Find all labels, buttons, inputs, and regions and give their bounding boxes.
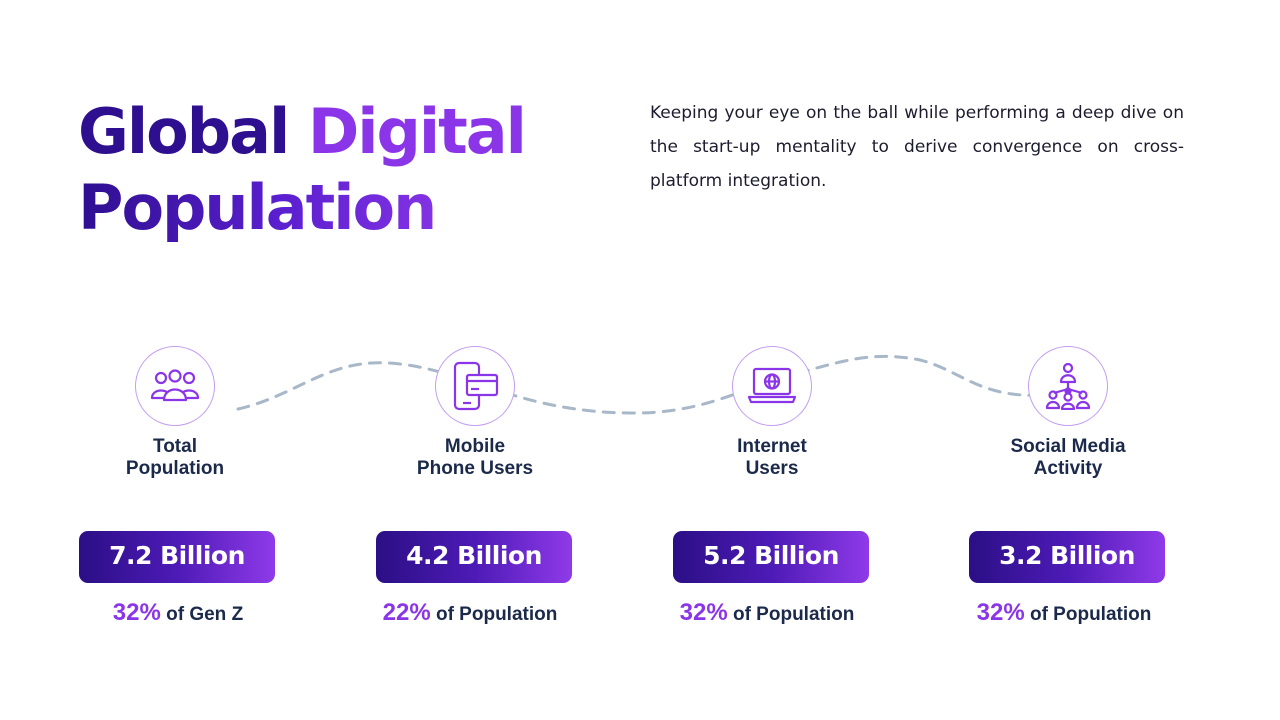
icon-circle [135, 346, 215, 426]
stat-value-badge: 3.2 Billion [969, 531, 1165, 583]
stat-footnote: 32% of Population [637, 598, 897, 630]
stat-suffix: of Population [435, 604, 558, 625]
stat-total-population: Total Population [55, 346, 295, 480]
stat-suffix: of Gen Z [166, 604, 244, 625]
stat-value-badge: 7.2 Billion [79, 531, 275, 583]
stat-footnote: 32% of Gen Z [48, 598, 308, 630]
title-line-1: Global Digital [78, 94, 527, 170]
stat-suffix: of Population [732, 604, 855, 625]
stat-value-badge: 5.2 Billion [673, 531, 869, 583]
stat-value-badge: 4.2 Billion [376, 531, 572, 583]
stat-suffix: of Population [1029, 604, 1152, 625]
stat-mobile-phone-users: Mobile Phone Users [355, 346, 595, 480]
stat-footnote: 32% of Population [934, 598, 1194, 630]
stat-percent: 22% [382, 599, 431, 626]
stat-label: Internet Users [737, 436, 807, 479]
page-title: Global Digital Population [78, 94, 527, 246]
icon-circle [435, 346, 515, 426]
icon-circle [1028, 346, 1108, 426]
people-group-icon [150, 369, 200, 402]
stat-footnote: 22% of Population [340, 598, 600, 630]
stat-percent: 32% [112, 599, 161, 626]
title-word-digital: Digital [307, 95, 527, 168]
mobile-card-icon [453, 361, 499, 411]
social-network-icon [1045, 362, 1091, 410]
stat-label: Mobile Phone Users [416, 436, 534, 479]
stat-internet-users: Internet Users [652, 346, 892, 480]
title-line-2: Population [78, 170, 525, 246]
title-word-global: Global [78, 95, 290, 168]
stat-label: Social Media Activity [1010, 436, 1126, 479]
description-text: Keeping your eye on the ball while perfo… [650, 103, 1184, 191]
stat-label: Total Population [125, 436, 225, 479]
stat-percent: 32% [976, 599, 1025, 626]
laptop-globe-icon [747, 367, 797, 404]
icon-circle [732, 346, 812, 426]
stat-percent: 32% [679, 599, 728, 626]
stat-social-media-activity: Social Media Activity [948, 346, 1188, 480]
